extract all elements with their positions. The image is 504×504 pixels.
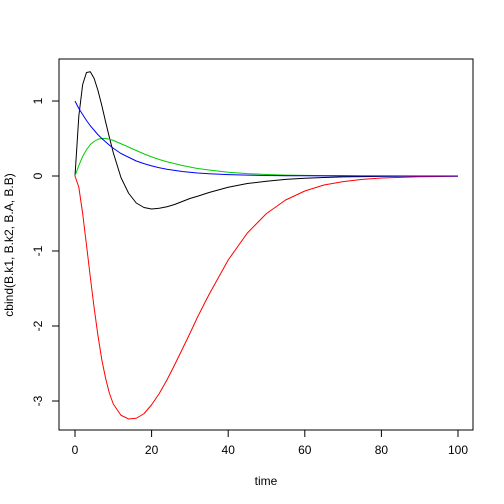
x-tick-label: 0 xyxy=(72,443,79,457)
y-tick-label: 1 xyxy=(31,97,45,104)
x-tick-label: 40 xyxy=(222,443,236,457)
y-tick-label: -3 xyxy=(31,395,45,406)
y-tick-label: -2 xyxy=(31,320,45,331)
series-line-1 xyxy=(74,71,459,210)
series-line-4 xyxy=(74,100,459,177)
series-line-2 xyxy=(74,175,459,420)
x-tick-label: 80 xyxy=(375,443,389,457)
x-tick-label: 20 xyxy=(145,443,159,457)
x-axis-title: time xyxy=(255,474,278,488)
y-tick-label: 0 xyxy=(31,172,45,179)
y-axis: -3 -2 -1 0 1 xyxy=(31,97,60,406)
x-axis: 0 20 40 60 80 100 xyxy=(72,429,468,457)
y-axis-title: cbind(B.k1, B.k2, B.A, B.B) xyxy=(2,173,16,316)
x-tick-label: 100 xyxy=(448,443,468,457)
x-tick-label: 60 xyxy=(298,443,312,457)
y-tick-label: -1 xyxy=(31,245,45,256)
series-layer xyxy=(74,71,459,420)
